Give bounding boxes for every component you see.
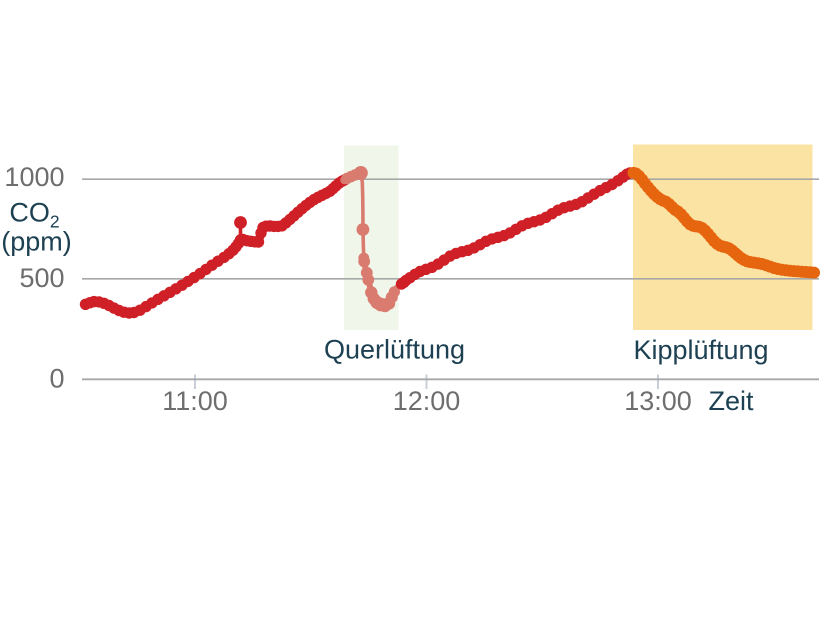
svg-text:1000: 1000 <box>4 162 64 192</box>
svg-text:12:00: 12:00 <box>393 386 461 416</box>
svg-text:Zeit: Zeit <box>708 386 754 416</box>
svg-text:13:00: 13:00 <box>624 386 692 416</box>
svg-text:Querlüftung: Querlüftung <box>324 335 465 365</box>
svg-text:Kipplüftung: Kipplüftung <box>633 335 768 365</box>
svg-text:0: 0 <box>49 364 64 394</box>
svg-text:500: 500 <box>19 263 64 293</box>
svg-text:11:00: 11:00 <box>162 386 228 416</box>
svg-text:(ppm): (ppm) <box>1 227 72 257</box>
